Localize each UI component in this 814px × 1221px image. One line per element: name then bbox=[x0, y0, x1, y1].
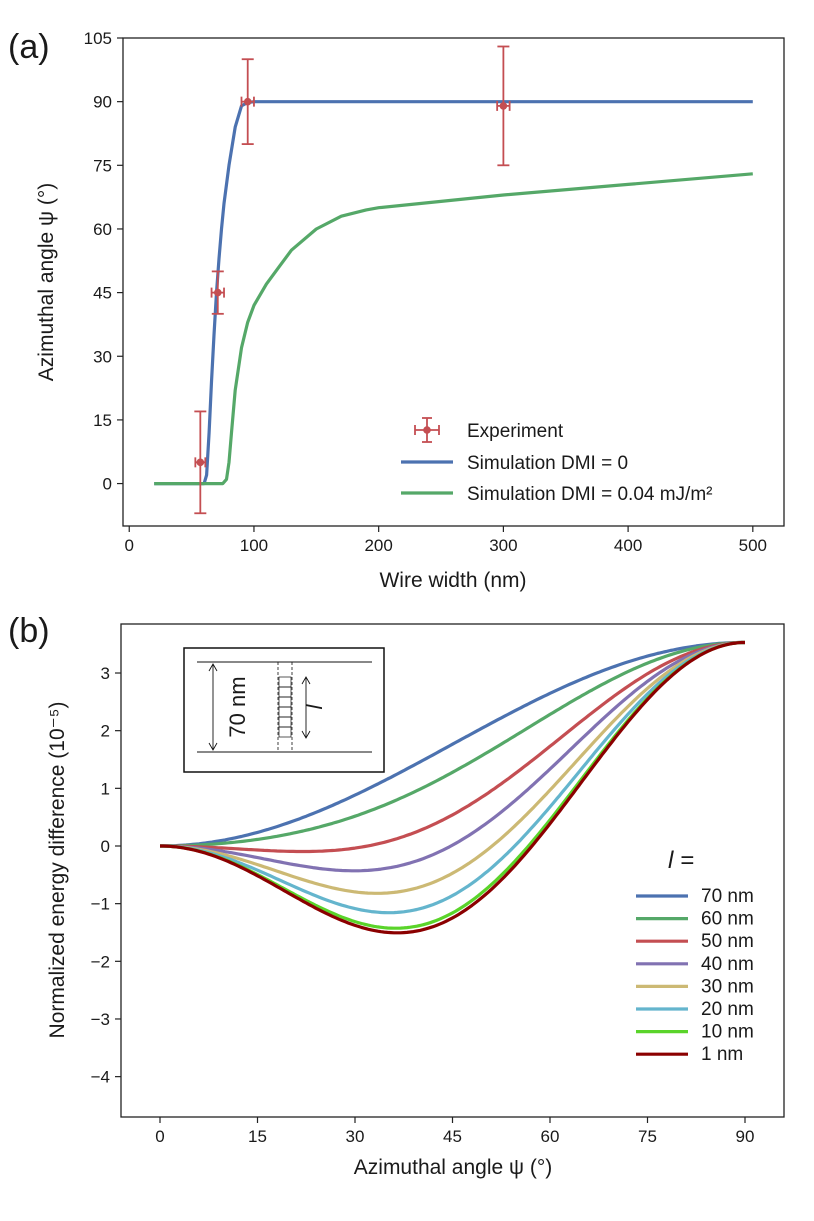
b-xtick-label: 75 bbox=[638, 1127, 657, 1146]
a-ytick-label: 75 bbox=[93, 156, 112, 175]
b-legend-entry: 30 nm bbox=[636, 976, 754, 997]
a-xtick-label: 0 bbox=[125, 536, 134, 555]
panel-b-ticks: 0 15 30 45 60 75 90 −4 −3 −2 −1 0 1 2 3 bbox=[91, 664, 755, 1146]
b-ytick-label: −2 bbox=[91, 952, 110, 971]
b-legend-entry: 60 nm bbox=[636, 909, 754, 930]
inset-length-label: l bbox=[302, 703, 327, 709]
a-ytick-label: 15 bbox=[93, 411, 112, 430]
b-legend-label: 10 nm bbox=[701, 1022, 754, 1043]
b-series-line-1 bbox=[160, 640, 745, 848]
b-legend-entry: 50 nm bbox=[636, 931, 754, 952]
panel-a-legend: Experiment Simulation DMI = 0 Simulation D… bbox=[401, 417, 713, 505]
b-xtick-label: 45 bbox=[443, 1127, 462, 1146]
panel-a-y-axis-label: Azimuthal angle ψ (°) bbox=[35, 183, 58, 381]
panel-b-y-axis-label: Normalized energy difference (10⁻⁵) bbox=[46, 702, 69, 1039]
b-series-line-3 bbox=[160, 640, 745, 873]
b-legend-label: 60 nm bbox=[701, 909, 754, 930]
inset-schematic: 70 nm l bbox=[183, 647, 385, 773]
a-ytick-label: 90 bbox=[93, 93, 112, 112]
panel-b-x-axis-label: Azimuthal angle ψ (°) bbox=[354, 1156, 552, 1179]
panel-b: (b) 0 15 30 45 60 75 90 −4 −3 −2 −1 0 1 2 3 Azimuthal … bbox=[8, 612, 785, 1179]
a-legend-label: Experiment bbox=[467, 421, 564, 442]
a-ytick-label: 60 bbox=[93, 220, 112, 239]
b-series-line-5 bbox=[160, 640, 745, 915]
b-legend-entry: 40 nm bbox=[636, 954, 754, 975]
b-legend-label: 50 nm bbox=[701, 931, 754, 952]
inset-length-arrowhead-bottom bbox=[301, 730, 311, 739]
b-legend-entry: 1 nm bbox=[636, 1044, 743, 1065]
b-ytick-label: −3 bbox=[91, 1010, 110, 1029]
b-xtick-label: 90 bbox=[736, 1127, 755, 1146]
b-xtick-label: 0 bbox=[155, 1127, 164, 1146]
inset-cells bbox=[278, 676, 292, 738]
a-experiment-point bbox=[240, 58, 255, 145]
b-series-line-4 bbox=[160, 640, 745, 895]
a-series-line-1 bbox=[154, 100, 753, 486]
inset-width-arrowhead-top bbox=[208, 663, 218, 672]
panel-a-ticks: 0 100 200 300 400 500 0 15 30 45 60 75 90 105 bbox=[84, 29, 767, 555]
a-xtick-label: 400 bbox=[614, 536, 642, 555]
a-experiment-point bbox=[194, 410, 207, 515]
a-legend-entry: Simulation DMI = 0 bbox=[401, 453, 628, 474]
a-xtick-label: 200 bbox=[364, 536, 392, 555]
b-legend-title: l = bbox=[668, 847, 694, 874]
a-ytick-label: 105 bbox=[84, 29, 112, 48]
b-legend-label: 30 nm bbox=[701, 976, 754, 997]
a-ytick-label: 30 bbox=[93, 347, 112, 366]
panel-b-label: (b) bbox=[8, 612, 50, 650]
a-ytick-label: 45 bbox=[93, 284, 112, 303]
a-legend-label: Simulation DMI = 0 bbox=[467, 453, 628, 474]
b-legend-entry: 20 nm bbox=[636, 999, 754, 1020]
b-legend-entry: 70 nm bbox=[636, 886, 754, 907]
panel-a-series bbox=[154, 45, 753, 515]
b-legend-label: 1 nm bbox=[701, 1044, 743, 1065]
b-legend-label: 70 nm bbox=[701, 886, 754, 907]
a-legend-entry: Experiment bbox=[414, 417, 564, 443]
a-xtick-label: 100 bbox=[240, 536, 268, 555]
inset-width-label: 70 nm bbox=[225, 676, 250, 737]
a-legend-entry: Simulation DMI = 0.04 mJ/m² bbox=[401, 484, 713, 505]
panel-b-series bbox=[160, 640, 745, 935]
b-ytick-label: 3 bbox=[101, 664, 110, 683]
b-series-line-2 bbox=[160, 640, 745, 854]
inset-length-arrowhead-top bbox=[301, 676, 311, 685]
a-xtick-label: 500 bbox=[739, 536, 767, 555]
a-series-line-2 bbox=[154, 172, 753, 486]
b-ytick-label: 2 bbox=[101, 722, 110, 741]
b-ytick-label: −4 bbox=[91, 1068, 110, 1087]
b-legend-label: 20 nm bbox=[701, 999, 754, 1020]
b-xtick-label: 15 bbox=[248, 1127, 267, 1146]
a-experiment-point bbox=[210, 270, 225, 315]
a-xtick-label: 300 bbox=[489, 536, 517, 555]
b-legend-label: 40 nm bbox=[701, 954, 754, 975]
b-ytick-label: 0 bbox=[101, 837, 110, 856]
a-ytick-label: 0 bbox=[103, 475, 112, 494]
b-series-line-0 bbox=[160, 640, 745, 848]
a-experiment-point bbox=[496, 45, 511, 167]
b-series-line-7 bbox=[160, 640, 745, 935]
b-legend-entry: 10 nm bbox=[636, 1022, 754, 1043]
inset-frame bbox=[183, 647, 385, 773]
b-ytick-label: −1 bbox=[91, 895, 110, 914]
panel-a-plot-frame bbox=[122, 37, 785, 527]
b-ytick-label: 1 bbox=[101, 779, 110, 798]
b-xtick-label: 60 bbox=[541, 1127, 560, 1146]
panel-a-label: (a) bbox=[8, 28, 50, 66]
a-legend-label: Simulation DMI = 0.04 mJ/m² bbox=[467, 484, 713, 505]
panel-a: (a) 0 100 200 300 400 500 0 15 30 45 60 75 90 105 Wir… bbox=[8, 28, 785, 592]
inset-width-arrowhead-bottom bbox=[208, 742, 218, 751]
panel-a-x-axis-label: Wire width (nm) bbox=[379, 569, 526, 592]
b-xtick-label: 30 bbox=[346, 1127, 365, 1146]
